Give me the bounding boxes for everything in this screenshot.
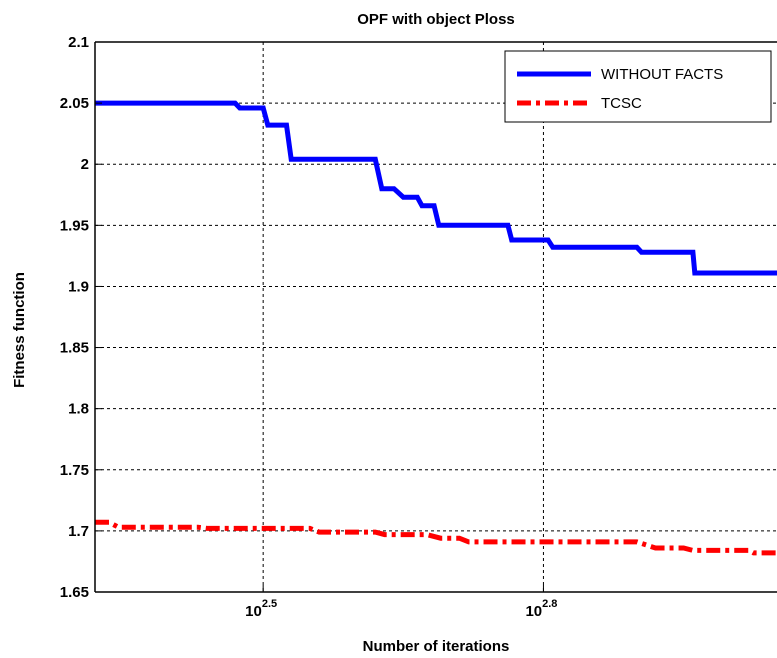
legend-label-tcsc: TCSC [601,95,642,112]
series-line-without-facts [95,100,777,276]
y-tick-label: 1.75 [60,462,89,479]
x-axis-label: Number of iterations [363,638,510,655]
y-tick-label: 1.65 [60,584,89,601]
axes [94,41,777,593]
y-tick-label: 1.8 [68,401,89,418]
grid-lines [95,42,777,592]
y-tick-label: 1.95 [60,217,89,234]
y-tick-label: 1.7 [68,523,89,540]
plot-series [95,100,777,556]
y-tick-label: 2.05 [60,95,89,112]
legend: WITHOUT FACTS TCSC [504,50,772,123]
y-tick-label: 2.1 [68,34,89,51]
chart-title: OPF with object Ploss [357,11,515,28]
series-line-tcsc [95,519,777,556]
legend-label-without-facts: WITHOUT FACTS [601,66,723,83]
y-tick-label: 1.85 [60,340,89,357]
y-tick-label: 2 [81,156,89,173]
legend-box [504,50,772,123]
y-tick-label: 1.9 [68,278,89,295]
y-axis-label: Fitness function [11,272,28,388]
